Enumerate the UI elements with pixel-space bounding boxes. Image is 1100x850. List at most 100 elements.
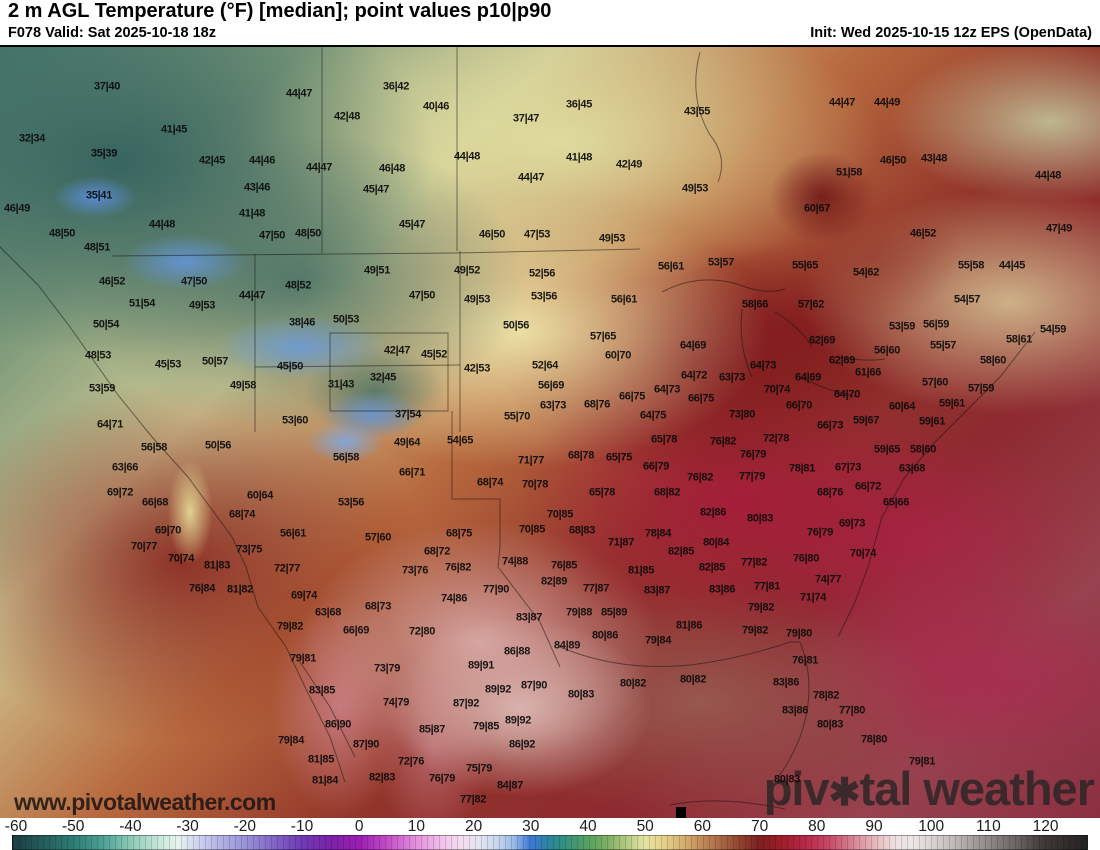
colorbar-tick: 50 (636, 818, 654, 835)
point-value: 43|46 (243, 181, 271, 194)
point-value: 72|78 (762, 432, 790, 445)
point-value: 50|57 (201, 355, 229, 368)
point-value: 66|72 (854, 480, 882, 493)
point-value: 79|84 (277, 734, 305, 747)
point-value: 70|78 (521, 478, 549, 491)
point-value: 85|87 (418, 723, 446, 736)
point-value: 84|87 (496, 779, 524, 792)
point-value: 47|49 (1045, 222, 1073, 235)
point-value: 54|62 (852, 266, 880, 279)
point-value: 52|64 (531, 359, 559, 372)
colorbar-tick: 40 (579, 818, 597, 835)
point-value: 64|72 (680, 369, 708, 382)
point-value: 47|50 (408, 289, 436, 302)
point-value: 49|53 (598, 232, 626, 245)
point-value: 55|57 (929, 339, 957, 352)
point-value: 66|79 (642, 460, 670, 473)
point-value: 63|73 (539, 399, 567, 412)
point-value: 81|84 (311, 774, 339, 787)
point-value: 70|77 (130, 540, 158, 553)
point-value: 63|68 (898, 462, 926, 475)
point-value: 79|82 (741, 624, 769, 637)
point-value: 45|50 (276, 360, 304, 373)
point-value: 58|66 (741, 298, 769, 311)
point-value: 66|70 (785, 399, 813, 412)
point-value: 64|75 (639, 409, 667, 422)
point-value: 68|72 (423, 545, 451, 558)
point-value: 70|74 (763, 383, 791, 396)
point-value: 73|75 (235, 543, 263, 556)
point-value: 49|64 (393, 436, 421, 449)
point-value: 42|47 (383, 344, 411, 357)
point-value: 74|77 (814, 573, 842, 586)
point-value: 87|90 (520, 679, 548, 692)
point-value: 79|80 (785, 627, 813, 640)
point-value: 82|85 (667, 545, 695, 558)
point-value: 42|48 (333, 110, 361, 123)
point-value: 68|82 (653, 486, 681, 499)
point-value: 46|50 (879, 154, 907, 167)
point-value: 32|34 (18, 132, 46, 145)
point-value: 78|81 (788, 462, 816, 475)
point-value: 64|71 (96, 418, 124, 431)
point-value: 79|82 (747, 601, 775, 614)
point-value: 58|61 (1005, 333, 1033, 346)
point-value: 37|47 (512, 112, 540, 125)
point-value: 46|49 (3, 202, 31, 215)
point-value: 58|60 (909, 443, 937, 456)
point-value: 72|76 (397, 755, 425, 768)
point-value: 65|66 (882, 496, 910, 509)
point-value: 89|91 (467, 659, 495, 672)
point-value: 81|85 (307, 753, 335, 766)
point-value: 46|48 (378, 162, 406, 175)
point-value: 47|53 (523, 228, 551, 241)
point-value: 80|82 (679, 673, 707, 686)
point-value: 79|81 (908, 755, 936, 768)
point-value: 68|75 (445, 527, 473, 540)
point-value: 50|56 (204, 439, 232, 452)
point-value: 47|50 (258, 229, 286, 242)
point-value: 82|89 (540, 575, 568, 588)
valid-time-label: F078 Valid: Sat 2025-10-18 18z (8, 25, 216, 41)
point-value: 57|59 (967, 382, 995, 395)
point-value: 82|86 (699, 506, 727, 519)
point-value: 80|84 (702, 536, 730, 549)
point-value: 68|78 (567, 449, 595, 462)
point-value: 87|90 (352, 738, 380, 751)
point-value: 56|61 (657, 260, 685, 273)
point-value: 66|68 (141, 496, 169, 509)
point-value: 66|75 (687, 392, 715, 405)
point-value: 53|56 (530, 290, 558, 303)
point-value: 77|87 (582, 582, 610, 595)
colorbar-tick: -60 (4, 818, 28, 835)
point-value: 60|70 (604, 349, 632, 362)
point-value: 68|76 (816, 486, 844, 499)
point-value: 57|60 (364, 531, 392, 544)
point-value: 57|62 (797, 298, 825, 311)
point-value: 37|40 (93, 80, 121, 93)
point-value: 62|69 (808, 334, 836, 347)
point-value: 70|85 (518, 523, 546, 536)
point-value: 72|80 (408, 625, 436, 638)
point-value: 70|74 (849, 547, 877, 560)
point-value: 86|92 (508, 738, 536, 751)
point-value: 56|61 (279, 527, 307, 540)
point-value: 71|77 (517, 454, 545, 467)
point-value: 73|76 (401, 564, 429, 577)
point-value: 48|53 (84, 349, 112, 362)
point-value: 77|79 (738, 470, 766, 483)
point-value: 80|83 (746, 512, 774, 525)
point-value: 60|64 (888, 400, 916, 413)
point-value: 48|51 (83, 241, 111, 254)
point-value: 78|82 (812, 689, 840, 702)
point-value: 59|61 (938, 397, 966, 410)
point-value: 44|46 (248, 154, 276, 167)
point-value: 80|83 (773, 773, 801, 786)
point-value: 68|74 (228, 508, 256, 521)
point-value: 63|73 (718, 371, 746, 384)
point-value: 76|79 (806, 526, 834, 539)
map-title: 2 m AGL Temperature (°F) [median]; point… (8, 0, 552, 22)
point-value: 42|53 (463, 362, 491, 375)
point-value: 77|80 (838, 704, 866, 717)
point-value: 68|73 (364, 600, 392, 613)
